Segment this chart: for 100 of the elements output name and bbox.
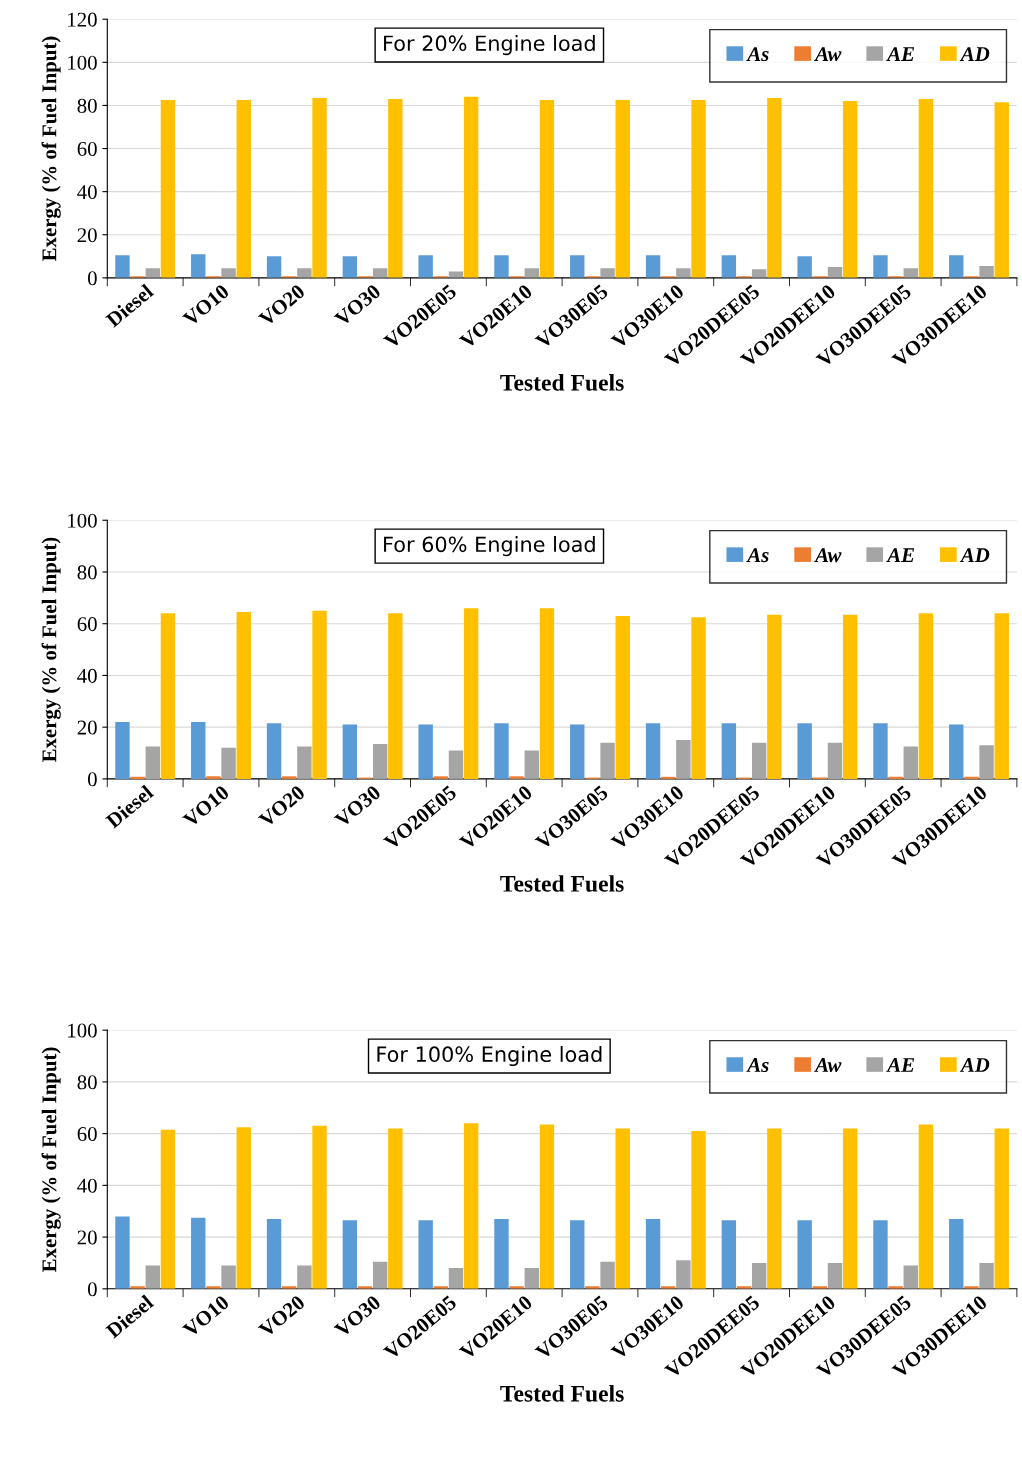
bar [115, 255, 130, 278]
bar [145, 1265, 160, 1289]
legend-label: Aw [814, 548, 842, 563]
legend-label: AD [959, 548, 990, 562]
y-tick-label: 20 [77, 720, 97, 735]
bar [767, 614, 782, 779]
bar [842, 101, 858, 278]
bar [615, 615, 630, 779]
bar [494, 1218, 509, 1289]
y-tick-label: 0 [87, 1282, 97, 1297]
bar [691, 100, 706, 278]
bar [221, 1265, 236, 1289]
y-tick-label: 40 [77, 1178, 97, 1193]
bar [691, 1131, 706, 1289]
bar [661, 776, 676, 779]
bar [221, 747, 236, 779]
bar [751, 742, 767, 779]
legend-label: AD [959, 47, 990, 61]
bar [448, 271, 464, 278]
legend-label: As [746, 548, 769, 563]
bar [539, 608, 555, 779]
bar [388, 1128, 403, 1289]
bar [615, 1128, 630, 1289]
bar [645, 1218, 661, 1289]
bar [797, 256, 812, 278]
bar [372, 743, 388, 779]
text: For 100% Engine load [377, 1045, 602, 1067]
bar [448, 750, 464, 779]
bar [342, 256, 358, 278]
bar [645, 255, 661, 278]
y-tick-label: 100 [68, 513, 97, 528]
bar [767, 97, 782, 278]
bar [524, 750, 539, 779]
bar [266, 256, 282, 278]
bar [903, 268, 918, 278]
bar [418, 724, 433, 779]
bar [676, 1260, 691, 1289]
bar [676, 268, 691, 278]
bar [600, 1261, 615, 1289]
bar [372, 268, 388, 278]
bar [615, 100, 630, 278]
bar [979, 745, 994, 779]
bar [115, 722, 130, 779]
bar [873, 255, 888, 278]
bar [903, 1265, 918, 1289]
bar [751, 1262, 767, 1289]
bar [539, 100, 555, 278]
legend-label: AD [959, 1058, 990, 1072]
bar [570, 1220, 585, 1289]
bar [570, 255, 585, 278]
y-tick-label: 100 [68, 55, 97, 70]
bar [312, 97, 327, 278]
bar [979, 1262, 994, 1289]
bar [494, 255, 509, 278]
legend-label: AE [886, 548, 915, 562]
bar [827, 267, 843, 278]
bar [994, 1128, 1009, 1289]
bar [282, 776, 297, 779]
y-tick-label: 80 [77, 565, 97, 580]
bar [645, 723, 661, 779]
bar [297, 746, 312, 779]
bar [994, 613, 1009, 779]
y-tick-label: 80 [77, 98, 97, 113]
bar [524, 1268, 539, 1289]
legend-label: As [746, 47, 769, 62]
bar [297, 1265, 312, 1289]
bar [266, 1218, 282, 1289]
y-tick-label: 60 [77, 1127, 97, 1142]
bar [903, 746, 918, 779]
bar [115, 1216, 130, 1289]
bar [539, 1124, 555, 1289]
bar [751, 269, 767, 278]
bar [676, 740, 691, 779]
bar [964, 776, 979, 779]
y-tick-label: 0 [87, 271, 97, 286]
y-tick-label: 0 [87, 772, 97, 787]
bar [570, 724, 585, 779]
bar [842, 614, 858, 779]
legend-label: As [746, 1058, 769, 1073]
bar [312, 610, 327, 779]
bar [524, 268, 539, 278]
y-tick-label: 20 [77, 228, 97, 243]
bar [827, 742, 843, 779]
bar [372, 1261, 388, 1289]
bar [418, 255, 433, 278]
bar [297, 268, 312, 278]
bar [797, 723, 812, 779]
bar [236, 1127, 251, 1289]
bar [160, 100, 176, 278]
y-tick-label: 60 [77, 141, 97, 156]
legend-label: AE [886, 1058, 915, 1072]
x-axis-title: Tested Fuels [500, 1385, 624, 1402]
bar [918, 98, 934, 278]
y-axis-title: Exergy (% of Fuel Input) [41, 1047, 61, 1272]
bar [873, 723, 888, 779]
bar [221, 268, 236, 278]
x-axis-title: Tested Fuels [500, 374, 624, 391]
bar [463, 96, 479, 278]
bar [266, 723, 282, 779]
bar [918, 1124, 934, 1289]
